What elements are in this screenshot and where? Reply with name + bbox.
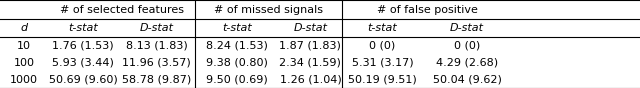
Text: D-stat: D-stat <box>140 23 174 33</box>
Text: D-stat: D-stat <box>293 23 328 33</box>
Text: # of false positive: # of false positive <box>377 5 477 15</box>
Text: 0 (0): 0 (0) <box>369 41 396 51</box>
Text: t-stat: t-stat <box>222 23 252 33</box>
Text: 1.87 (1.83): 1.87 (1.83) <box>280 41 341 51</box>
Text: 1.26 (1.04): 1.26 (1.04) <box>280 75 341 85</box>
Text: D-stat: D-stat <box>450 23 484 33</box>
Text: # of missed signals: # of missed signals <box>214 5 323 15</box>
Text: 4.29 (2.68): 4.29 (2.68) <box>436 58 499 68</box>
Text: 1.76 (1.53): 1.76 (1.53) <box>52 41 114 51</box>
Text: 50.04 (9.62): 50.04 (9.62) <box>433 75 502 85</box>
Text: 5.93 (3.44): 5.93 (3.44) <box>52 58 114 68</box>
Text: t-stat: t-stat <box>367 23 397 33</box>
Text: 0 (0): 0 (0) <box>454 41 481 51</box>
Text: 2.34 (1.59): 2.34 (1.59) <box>280 58 341 68</box>
Text: 8.13 (1.83): 8.13 (1.83) <box>126 41 188 51</box>
Text: d: d <box>20 23 28 33</box>
Text: 9.38 (0.80): 9.38 (0.80) <box>206 58 268 68</box>
Text: 5.31 (3.17): 5.31 (3.17) <box>351 58 413 68</box>
Text: t-stat: t-stat <box>68 23 98 33</box>
Text: 9.50 (0.69): 9.50 (0.69) <box>206 75 268 85</box>
Text: 1000: 1000 <box>10 75 38 85</box>
Text: 100: 100 <box>13 58 35 68</box>
Text: 8.24 (1.53): 8.24 (1.53) <box>206 41 268 51</box>
Text: 11.96 (3.57): 11.96 (3.57) <box>122 58 191 68</box>
Text: 58.78 (9.87): 58.78 (9.87) <box>122 75 191 85</box>
Text: 50.69 (9.60): 50.69 (9.60) <box>49 75 118 85</box>
Text: 10: 10 <box>17 41 31 51</box>
Text: # of selected features: # of selected features <box>60 5 184 15</box>
Text: 50.19 (9.51): 50.19 (9.51) <box>348 75 417 85</box>
